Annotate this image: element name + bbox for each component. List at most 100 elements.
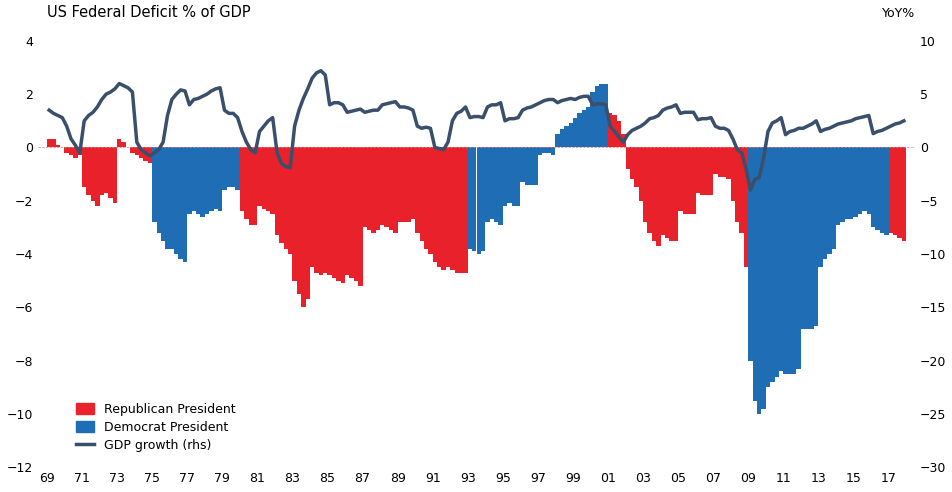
Bar: [252, 148, 257, 225]
Bar: [358, 148, 362, 286]
Bar: [542, 148, 546, 153]
Bar: [309, 148, 314, 267]
Bar: [612, 116, 616, 148]
Bar: [607, 113, 612, 148]
Bar: [87, 148, 90, 195]
Bar: [130, 148, 134, 153]
Bar: [747, 148, 752, 361]
Bar: [227, 148, 230, 187]
Bar: [875, 148, 879, 230]
Bar: [449, 148, 454, 270]
Bar: [169, 148, 174, 249]
Bar: [621, 134, 625, 148]
Bar: [230, 148, 235, 187]
Bar: [734, 148, 739, 222]
Bar: [717, 148, 722, 177]
Bar: [292, 148, 296, 280]
Bar: [668, 148, 673, 241]
Bar: [568, 123, 572, 148]
Bar: [463, 148, 467, 273]
Bar: [240, 148, 244, 212]
Bar: [660, 148, 664, 235]
Bar: [528, 148, 533, 185]
Bar: [804, 148, 809, 329]
Bar: [270, 148, 274, 214]
Bar: [99, 148, 104, 195]
Bar: [704, 148, 708, 195]
Bar: [603, 84, 607, 148]
Bar: [489, 148, 493, 219]
Bar: [406, 148, 410, 222]
Bar: [77, 148, 82, 155]
Bar: [95, 148, 99, 206]
Text: US Federal Deficit % of GDP: US Federal Deficit % of GDP: [47, 4, 250, 20]
Bar: [208, 148, 213, 212]
Bar: [187, 148, 191, 214]
Bar: [722, 148, 725, 177]
Bar: [656, 148, 660, 246]
Bar: [865, 148, 870, 214]
Bar: [218, 148, 222, 212]
Bar: [901, 148, 905, 241]
Bar: [791, 148, 796, 374]
Bar: [835, 148, 840, 225]
Bar: [296, 148, 301, 294]
Bar: [415, 148, 419, 233]
Bar: [481, 148, 485, 251]
Bar: [800, 148, 804, 329]
Bar: [397, 148, 402, 222]
Bar: [700, 148, 704, 195]
Bar: [730, 148, 734, 201]
Bar: [725, 148, 730, 180]
Bar: [498, 148, 503, 225]
Bar: [678, 148, 682, 212]
Bar: [840, 148, 843, 222]
Bar: [712, 148, 717, 174]
Bar: [897, 148, 901, 238]
Bar: [537, 148, 542, 155]
Bar: [441, 148, 446, 270]
Bar: [467, 148, 471, 249]
Bar: [646, 148, 651, 233]
Bar: [599, 84, 603, 148]
Bar: [454, 148, 459, 273]
Bar: [318, 148, 323, 276]
Bar: [143, 148, 148, 161]
Bar: [690, 148, 695, 214]
Bar: [857, 148, 862, 214]
Text: YoY%: YoY%: [881, 6, 914, 20]
Bar: [437, 148, 441, 267]
Bar: [353, 148, 358, 280]
Bar: [196, 148, 200, 214]
Bar: [581, 110, 585, 148]
Bar: [134, 148, 139, 155]
Bar: [205, 148, 208, 214]
Bar: [183, 148, 187, 262]
Bar: [879, 148, 883, 233]
Bar: [870, 148, 875, 227]
Bar: [244, 148, 248, 219]
Bar: [629, 148, 634, 180]
Bar: [485, 148, 489, 222]
Bar: [446, 148, 449, 267]
Bar: [673, 148, 678, 241]
Bar: [384, 148, 388, 227]
Bar: [559, 129, 564, 148]
Bar: [362, 148, 367, 227]
Bar: [314, 148, 318, 273]
Bar: [213, 148, 218, 209]
Bar: [432, 148, 437, 262]
Bar: [546, 148, 550, 153]
Bar: [594, 86, 599, 148]
Bar: [393, 148, 397, 233]
Bar: [783, 148, 787, 374]
Bar: [769, 148, 774, 382]
Bar: [165, 148, 169, 249]
Bar: [191, 148, 196, 212]
Bar: [590, 92, 594, 148]
Bar: [511, 148, 515, 206]
Bar: [139, 148, 143, 158]
Bar: [301, 148, 306, 308]
Bar: [765, 148, 769, 387]
Bar: [200, 148, 205, 217]
